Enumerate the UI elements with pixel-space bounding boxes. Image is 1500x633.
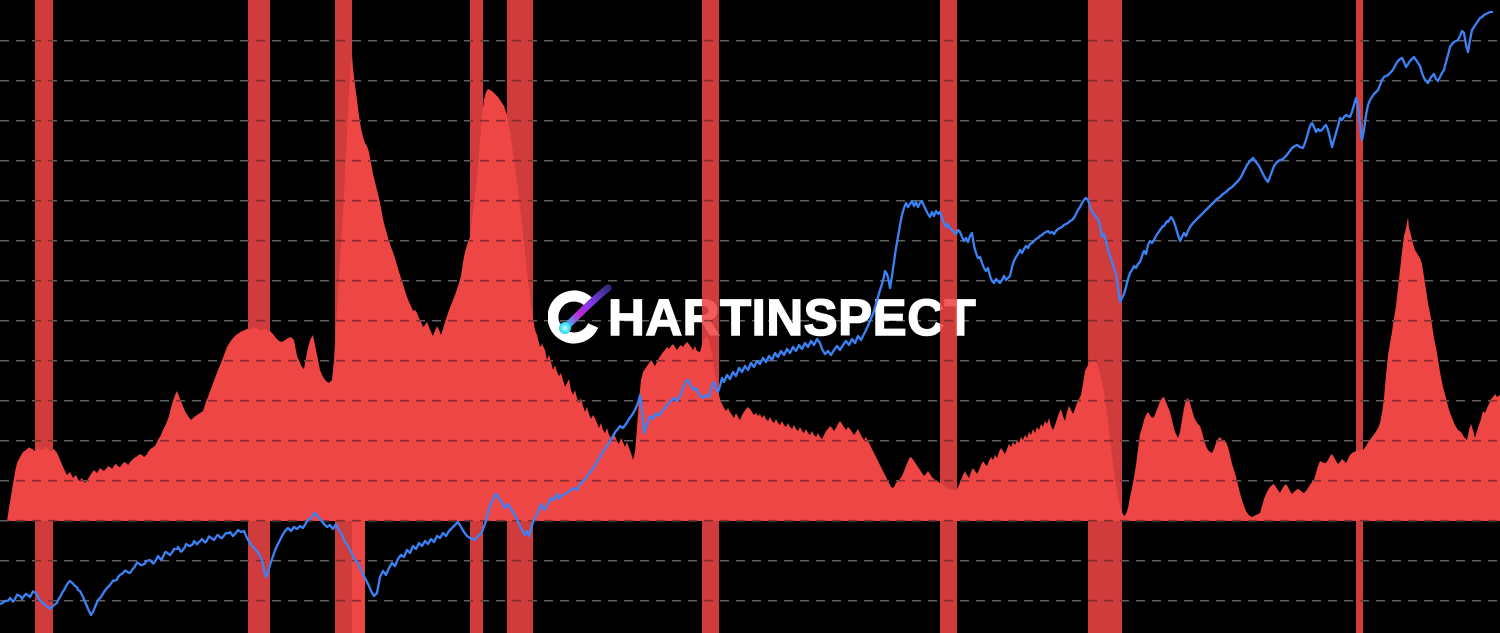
chart-figure: HARTINSPECT bbox=[0, 0, 1500, 633]
chart-series-layer bbox=[0, 0, 1500, 633]
